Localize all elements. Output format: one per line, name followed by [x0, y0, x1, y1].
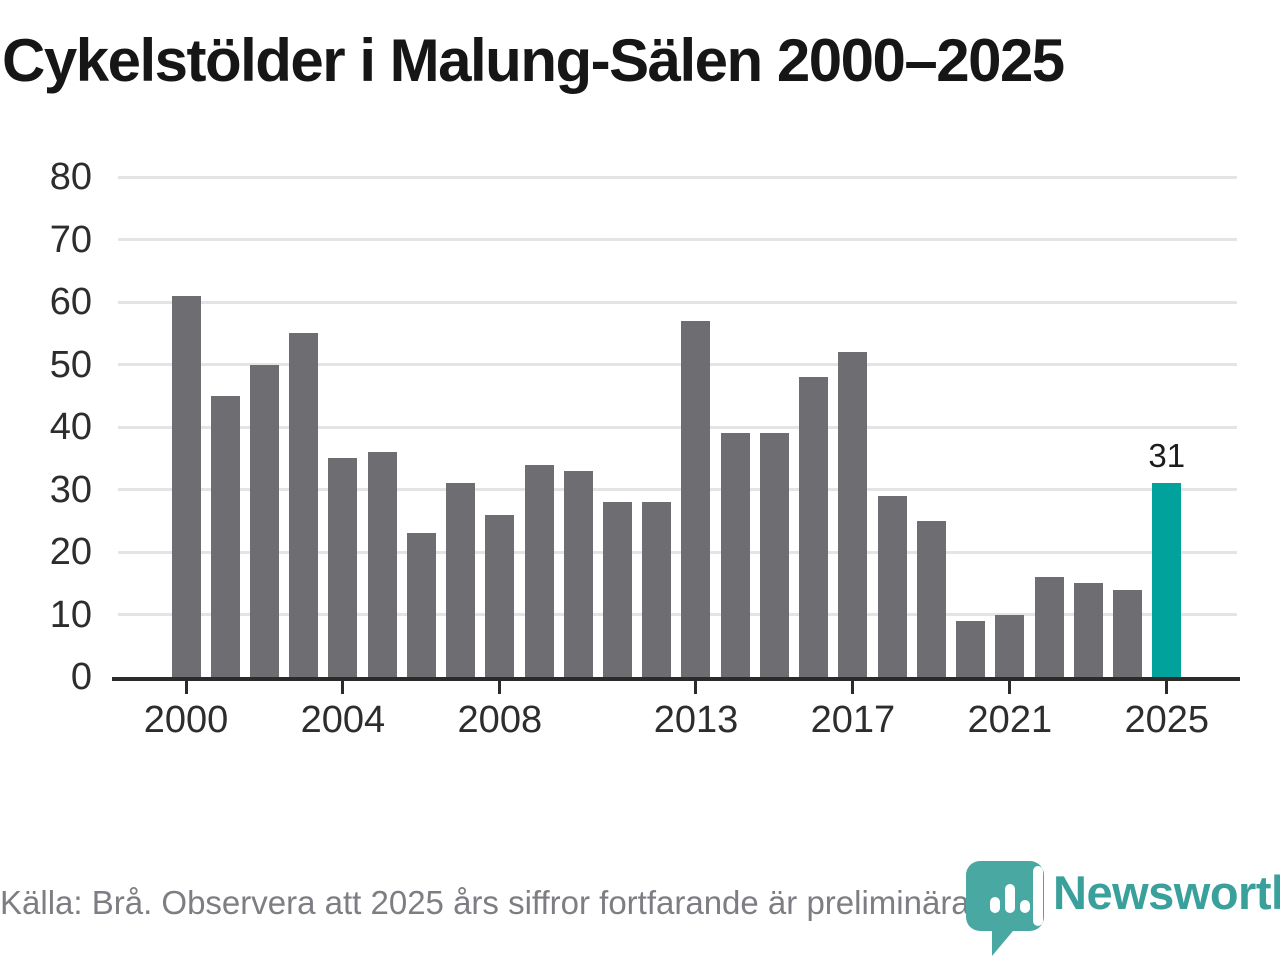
y-axis: 0 10 20 30 40 50 60 70 80: [0, 157, 92, 697]
x-tick: [851, 681, 855, 694]
bar-2009: [524, 464, 554, 677]
y-tick-label: 20: [49, 531, 92, 573]
bar-2003: [289, 333, 319, 677]
y-tick-label: 30: [49, 468, 92, 511]
x-tick-label: 2025: [1124, 699, 1210, 741]
x-tick: [341, 681, 345, 694]
bar-2017: [838, 352, 868, 677]
y-tick-label: 10: [49, 593, 92, 636]
y-tick-label: 70: [49, 218, 92, 261]
gridline: [118, 175, 1237, 179]
gridline: [118, 613, 1237, 616]
chart-title: Cykelstölder i Malung-Sälen 2000–2025: [2, 27, 1065, 94]
y-tick-label: 0: [70, 656, 92, 698]
y-tick-label: 80: [49, 156, 92, 198]
y-tick-label: 50: [49, 343, 92, 386]
bar-2025: [1152, 483, 1182, 677]
bar-2006: [406, 533, 436, 677]
x-axis-line: [112, 677, 1240, 681]
x-tick-label: 2013: [653, 699, 739, 741]
bar-2015: [759, 433, 789, 677]
bar-2013: [681, 320, 711, 677]
bar-2023: [1073, 583, 1103, 677]
gridline: [118, 238, 1237, 241]
gridline: [118, 488, 1237, 491]
x-tick: [184, 681, 188, 694]
gridline: [118, 363, 1237, 366]
bar-2000: [171, 295, 201, 677]
newsworthy-logo: Newsworthy: [965, 860, 1280, 960]
gridline: [118, 300, 1237, 304]
x-tick-label: 2008: [457, 699, 543, 741]
bar-2014: [720, 433, 750, 677]
x-tick: [498, 681, 502, 694]
bar-value-label: 31: [1148, 437, 1186, 475]
bar-2002: [249, 364, 279, 677]
bar-2007: [446, 483, 476, 677]
newsworthy-logo-text: Newsworthy: [1053, 866, 1280, 919]
source-note: Källa: Brå. Observera att 2025 års siffr…: [0, 884, 979, 921]
bar-2018: [877, 495, 907, 677]
bar-2021: [995, 614, 1025, 677]
bar-2001: [210, 395, 240, 677]
x-tick-label: 2004: [300, 699, 386, 741]
bar-2024: [1113, 589, 1143, 677]
bar-2008: [485, 514, 515, 677]
bar-2005: [367, 452, 397, 677]
bar-2012: [642, 502, 672, 677]
bar-2010: [563, 470, 593, 677]
x-tick: [694, 681, 698, 694]
x-tick: [1008, 681, 1012, 694]
bar-2011: [603, 502, 633, 677]
x-tick-label: 2021: [967, 699, 1053, 741]
x-tick: [1165, 681, 1169, 694]
gridline: [118, 425, 1237, 429]
y-tick-label: 60: [49, 281, 92, 323]
newsworthy-logo-icon: [966, 861, 1044, 956]
bar-2004: [328, 458, 358, 677]
bar-2016: [799, 377, 829, 677]
x-tick-label: 2000: [143, 699, 229, 741]
plot-area: 31 2000 2004 2008 2013 2017 2021 2025: [112, 175, 1240, 741]
bar-2019: [916, 520, 946, 677]
gridline: [118, 550, 1237, 554]
bar-2020: [956, 620, 986, 677]
y-tick-label: 40: [49, 406, 92, 448]
bar-2022: [1034, 577, 1064, 677]
x-tick-label: 2017: [810, 699, 896, 741]
